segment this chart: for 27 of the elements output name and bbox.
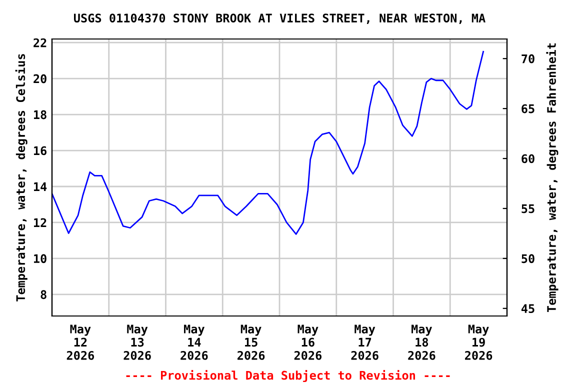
x-tick-label: May 15 2026 [238, 324, 265, 360]
x-tick-label: May 17 2026 [351, 324, 378, 360]
y-tick-label: 22 [34, 38, 46, 48]
x-tick-label: May 12 2026 [66, 324, 94, 360]
y-tick-label: 10 [34, 254, 46, 264]
x-tick-label: May 14 2026 [180, 324, 208, 360]
text: ---- Provisional Data Subject to Revision ---- [126, 370, 450, 382]
y2-axis-title: Temperature, water, degrees Fahrenheit [546, 43, 558, 312]
y2-tick-label: 45 [521, 304, 534, 314]
x-tick-label: May 19 2026 [465, 324, 492, 360]
y2-tick-label: 65 [522, 104, 534, 114]
y2-tick-label: 55 [522, 204, 534, 214]
y-axis-title: Temperature, water, degrees Celsius [15, 54, 28, 302]
y-tick-label: 16 [34, 146, 46, 156]
y-tick-label: 8 [40, 290, 46, 300]
y-tick-label: 14 [34, 182, 47, 191]
y2-tick-label: 60 [522, 154, 534, 164]
chart-title: USGS 01104370 STONY BROOK AT VILES STREET, NEAR WESTON, MA [74, 14, 486, 24]
y-tick-label: 12 [34, 218, 46, 227]
y-tick-label: 18 [34, 110, 46, 120]
line-series [52, 50, 484, 235]
x-tick-label: May 16 2026 [294, 324, 322, 360]
y-tick-label: 20 [34, 74, 46, 84]
y2-tick-label: 70 [522, 54, 534, 64]
y2-tick-label: 50 [522, 254, 534, 264]
x-tick-label: May 18 2026 [408, 324, 436, 360]
x-tick-label: May 13 2026 [124, 324, 151, 360]
